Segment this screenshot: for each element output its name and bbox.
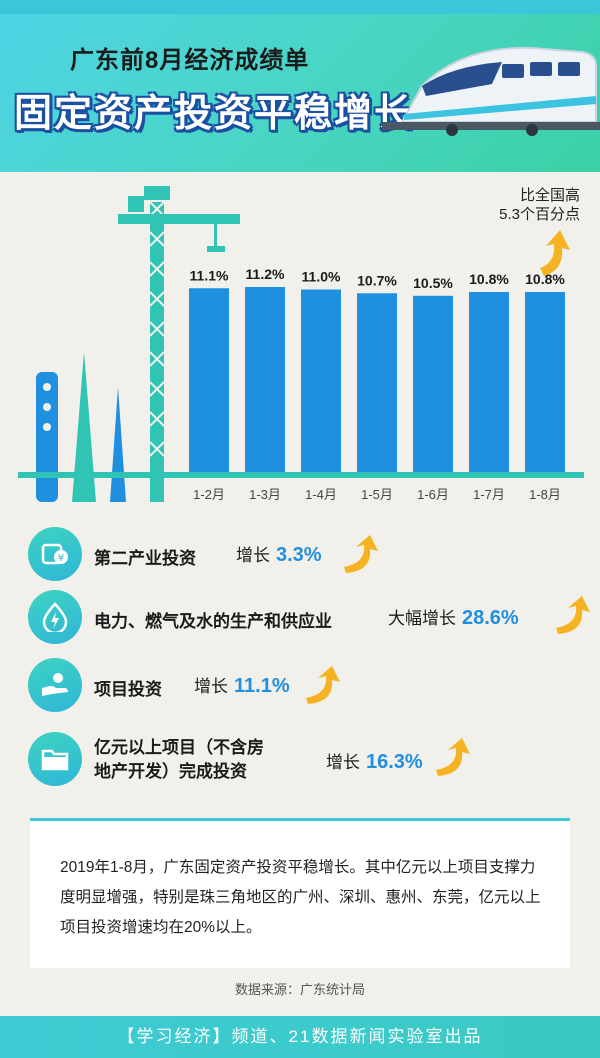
x-tick-label: 1-5月 xyxy=(361,487,393,502)
item-growth-label: 增长 xyxy=(326,753,360,772)
summary-text: 2019年1-8月，广东固定资产投资平稳增长。其中亿元以上项目支撑力度明显增强，… xyxy=(60,859,541,936)
bar-1-2月 xyxy=(189,288,229,472)
x-tick-label: 1-4月 xyxy=(305,487,337,502)
footer-credit: 【学习经济】频道、21数据新闻实验室出品 xyxy=(0,1016,600,1058)
data-label: 11.0% xyxy=(302,269,341,285)
item-growth: 大幅增长 28.6% xyxy=(388,604,519,630)
header-banner: 广东前8月经济成绩单 固定资产投资平稳增长 xyxy=(0,0,600,172)
tower-illustration xyxy=(36,352,126,502)
bar-chart: 11.1% 1-2月 11.2% 1-3月 11.0% 1-4月 10.7% 1-5月 10.5… xyxy=(0,172,600,517)
item-label: 第二产业投资 xyxy=(94,549,196,568)
header-top-strip xyxy=(0,0,600,14)
x-tick-label: 1-3月 xyxy=(249,487,281,502)
bar-1-5月 xyxy=(357,293,397,472)
item-growth: 增长 11.1% xyxy=(194,672,290,698)
crane-illustration xyxy=(118,186,240,502)
train-icon xyxy=(382,46,600,136)
data-label: 10.5% xyxy=(413,275,453,291)
item-growth-value: 3.3% xyxy=(276,544,322,566)
item-utilities: 电力、燃气及水的生产和供应业 大幅增长 28.6% xyxy=(0,590,600,646)
up-arrow-icon xyxy=(556,596,590,634)
item-growth: 增长 3.3% xyxy=(236,541,322,567)
bar-1-8月 xyxy=(525,292,565,472)
item-label: 电力、燃气及水的生产和供应业 xyxy=(94,612,332,631)
item-growth-label: 大幅增长 xyxy=(388,609,456,628)
data-label: 10.8% xyxy=(469,271,509,287)
bar-1-7月 xyxy=(469,292,509,472)
svg-text:¥: ¥ xyxy=(58,553,64,564)
item-secondary-industry: ¥ 第二产业投资 增长 3.3% xyxy=(0,527,600,583)
chart-svg: 11.1% 1-2月 11.2% 1-3月 11.0% 1-4月 10.7% 1-5月 10.5… xyxy=(18,186,584,502)
summary-box: 2019年1-8月，广东固定资产投资平稳增长。其中亿元以上项目支撑力度明显增强，… xyxy=(30,818,570,968)
data-label: 11.1% xyxy=(190,267,229,283)
data-label: 11.2% xyxy=(246,266,285,282)
data-source: 数据来源：广东统计局 xyxy=(234,982,365,997)
up-arrow-icon xyxy=(436,738,470,776)
item-growth-label: 增长 xyxy=(236,546,270,565)
chart-annotation: 比全国高 5.3个百分点 xyxy=(499,186,580,224)
item-label-line2: 地产开发）完成投资 xyxy=(94,762,247,781)
data-label: 10.8% xyxy=(525,271,565,287)
energy-icon xyxy=(28,590,82,644)
item-label-line1: 亿元以上项目（不含房 xyxy=(94,738,264,757)
up-arrow-icon xyxy=(344,535,378,573)
x-tick-label: 1-2月 xyxy=(193,487,225,502)
bar-1-6月 xyxy=(413,295,453,472)
chart-annotation-line2: 5.3个百分点 xyxy=(499,206,580,223)
page-subtitle: 固定资产投资平稳增长 xyxy=(14,93,415,135)
data-label: 10.7% xyxy=(357,272,397,288)
item-label: 亿元以上项目（不含房 地产开发）完成投资 xyxy=(94,736,264,784)
x-tick-label: 1-6月 xyxy=(417,487,449,502)
item-project-investment: 项目投资 增长 11.1% xyxy=(0,658,600,714)
folder-icon xyxy=(28,732,82,786)
hand-coin-icon xyxy=(28,658,82,712)
item-growth-value: 11.1% xyxy=(234,675,290,697)
x-tick-label: 1-8月 xyxy=(529,487,561,502)
bar-1-4月 xyxy=(301,289,341,472)
item-growth: 增长 16.3% xyxy=(326,748,423,774)
item-growth-value: 28.6% xyxy=(462,607,519,629)
up-arrow-icon xyxy=(306,666,340,704)
item-growth-label: 增长 xyxy=(194,677,228,696)
item-label: 项目投资 xyxy=(94,680,162,699)
bar-1-3月 xyxy=(245,287,285,472)
chart-annotation-line1: 比全国高 xyxy=(519,187,580,204)
chart-baseline xyxy=(18,472,584,478)
money-icon: ¥ xyxy=(28,527,82,581)
page-title: 广东前8月经济成绩单 xyxy=(70,47,310,74)
item-large-projects: 亿元以上项目（不含房 地产开发）完成投资 增长 16.3% xyxy=(0,730,600,790)
item-growth-value: 16.3% xyxy=(366,751,423,773)
chart-up-arrow-icon xyxy=(540,230,570,276)
x-tick-label: 1-7月 xyxy=(473,487,505,502)
